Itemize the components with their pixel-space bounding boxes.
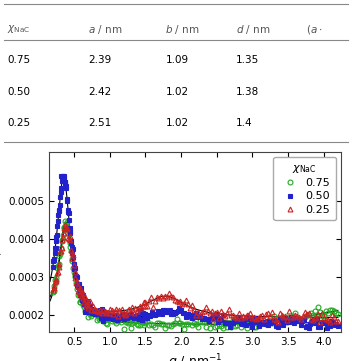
0.50 xyxy=(336,323,340,328)
0.50 xyxy=(257,324,261,329)
0.50 xyxy=(114,314,119,318)
Text: $\chi_{\mathrm{NaC}}$: $\chi_{\mathrm{NaC}}$ xyxy=(7,23,30,35)
0.50 xyxy=(325,326,329,331)
Text: $d$ / nm: $d$ / nm xyxy=(236,23,270,36)
0.75 xyxy=(142,323,146,327)
Text: 2.42: 2.42 xyxy=(88,87,111,97)
0.75 xyxy=(63,219,67,223)
Line: 0.50: 0.50 xyxy=(50,173,340,331)
0.75 xyxy=(94,312,98,317)
X-axis label: $q$ / nm$^{-1}$: $q$ / nm$^{-1}$ xyxy=(168,353,222,361)
0.25 xyxy=(98,308,102,312)
0.75 xyxy=(83,308,88,313)
Text: 1.09: 1.09 xyxy=(165,55,189,65)
0.50 xyxy=(51,265,55,270)
Text: 1.02: 1.02 xyxy=(165,87,189,97)
0.25 xyxy=(140,304,145,309)
Text: 0.50: 0.50 xyxy=(7,87,30,97)
Text: $a$ / nm: $a$ / nm xyxy=(88,23,122,36)
0.25 xyxy=(83,298,88,303)
0.25 xyxy=(63,223,67,227)
0.75 xyxy=(66,228,70,232)
0.75 xyxy=(157,321,161,325)
Line: 0.75: 0.75 xyxy=(50,219,340,332)
0.50 xyxy=(65,197,69,201)
Text: 2.51: 2.51 xyxy=(88,118,111,129)
Text: 1.38: 1.38 xyxy=(236,87,259,97)
Text: $(a\cdot$: $(a\cdot$ xyxy=(306,23,323,36)
0.25 xyxy=(94,308,98,312)
0.25 xyxy=(155,295,159,299)
0.50 xyxy=(318,325,322,330)
Text: 1.02: 1.02 xyxy=(165,118,189,129)
0.75 xyxy=(98,316,102,320)
Text: 0.25: 0.25 xyxy=(7,118,30,129)
0.75 xyxy=(336,312,340,317)
0.25 xyxy=(51,288,55,293)
0.25 xyxy=(66,235,70,240)
0.75 xyxy=(121,327,126,331)
Legend: 0.75, 0.50, 0.25: 0.75, 0.50, 0.25 xyxy=(274,157,336,220)
Text: $b$ / nm: $b$ / nm xyxy=(165,23,200,36)
0.75 xyxy=(51,290,55,294)
0.50 xyxy=(68,230,72,234)
Text: 1.4: 1.4 xyxy=(236,118,252,129)
Text: 2.39: 2.39 xyxy=(88,55,111,65)
Y-axis label: $I$ / a.u.: $I$ / a.u. xyxy=(0,222,3,262)
Line: 0.25: 0.25 xyxy=(50,223,340,324)
0.50 xyxy=(59,174,63,178)
0.25 xyxy=(336,319,340,323)
0.50 xyxy=(115,318,120,322)
0.25 xyxy=(318,320,322,324)
Text: 1.35: 1.35 xyxy=(236,55,259,65)
Text: 0.75: 0.75 xyxy=(7,55,30,65)
